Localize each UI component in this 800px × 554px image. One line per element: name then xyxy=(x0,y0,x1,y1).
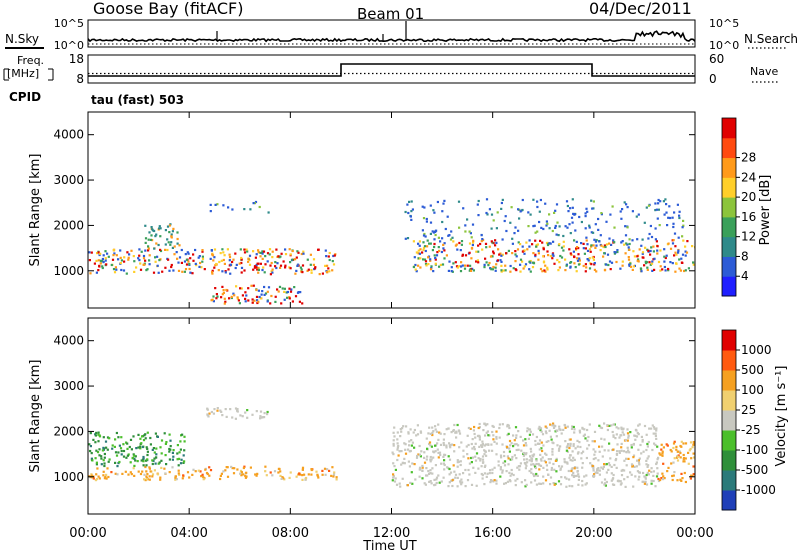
velocity-panel: 1000 2000 3000 4000 Slant Range [km] xyxy=(28,317,696,515)
noise-left-tick-high: 10^5 xyxy=(54,17,84,30)
nave-tick-high: 60 xyxy=(709,52,724,66)
colorbar-tick-label: -500 xyxy=(741,463,768,477)
frequency-panel: Freq. [MHz] 18 8 60 0 Nave CPID tau (fas… xyxy=(3,52,780,107)
beam-title: Beam 01 xyxy=(357,5,424,23)
power-y-axis-label: Slant Range [km] xyxy=(28,154,43,267)
colorbar-swatch xyxy=(722,118,736,139)
nave-tick-low: 0 xyxy=(709,72,717,86)
freq-label-line2: [MHz] xyxy=(7,67,39,80)
colorbar-swatch xyxy=(722,410,736,431)
colorbar-tick-label: 8 xyxy=(741,249,749,263)
velocity-colorbar-label: Velocity [m s⁻¹] xyxy=(774,366,789,467)
time-tick-label: 04:00 xyxy=(170,526,207,541)
time-tick-label: 12:00 xyxy=(373,526,410,541)
colorbar-tick-label: 1000 xyxy=(741,343,772,357)
power-echo-data xyxy=(88,198,695,305)
freq-tick-low: 8 xyxy=(76,72,84,86)
colorbar-swatch xyxy=(722,450,736,471)
colorbar-tick-label: 25 xyxy=(741,403,756,417)
colorbar-swatch xyxy=(722,236,736,257)
colorbar-tick-label: 12 xyxy=(741,230,756,244)
colorbar-swatch xyxy=(722,216,736,238)
time-tick-label: 20:00 xyxy=(575,526,612,541)
cpid-label: CPID xyxy=(9,90,41,104)
noise-right-tick-low: 10^0 xyxy=(709,39,739,52)
nave-trace xyxy=(88,63,695,77)
time-tick-label: 00:00 xyxy=(69,526,106,541)
velocity-colorbar: 1000 500 100 25 -25 -100 -500 -1000 xyxy=(721,329,776,511)
colorbar-swatch xyxy=(722,350,736,371)
time-axis: 00:00 04:00 08:00 12:00 16:00 20:00 00:00 xyxy=(69,112,714,541)
colorbar-tick-label: 24 xyxy=(741,170,756,184)
colorbar-tick-label: -1000 xyxy=(741,483,776,497)
colorbar-tick-label: 4 xyxy=(741,269,749,283)
time-tick-label: 16:00 xyxy=(474,526,511,541)
noise-left-tick-low: 10^0 xyxy=(54,39,84,52)
station-title: Goose Bay (fitACF) xyxy=(93,0,243,18)
time-axis-label: Time UT xyxy=(362,539,416,554)
colorbar-tick-label: 28 xyxy=(741,151,756,165)
range-tick-label: 2000 xyxy=(53,424,84,438)
colorbar-swatch xyxy=(722,157,736,178)
colorbar-tick-label: 100 xyxy=(741,383,764,397)
freq-tick-high: 18 xyxy=(69,52,84,66)
colorbar-swatch xyxy=(722,370,736,391)
velocity-echo-data xyxy=(88,407,695,488)
noise-right-tick-high: 10^5 xyxy=(709,17,739,30)
colorbar-tick-label: 500 xyxy=(741,363,764,377)
freq-label-line1: Freq. xyxy=(17,54,44,67)
range-tick-label: 4000 xyxy=(53,334,84,348)
power-panel: 1000 2000 3000 4000 Slant Range [km] xyxy=(28,111,696,309)
colorbar-tick-label: -25 xyxy=(741,423,761,437)
colorbar-swatch xyxy=(722,390,736,411)
range-tick-label: 3000 xyxy=(53,173,84,187)
range-tick-label: 3000 xyxy=(53,379,84,393)
colorbar-tick-label: -100 xyxy=(741,443,768,457)
colorbar-swatch xyxy=(722,137,736,159)
power-colorbar-label: Power [dB] xyxy=(758,175,773,246)
range-tick-label: 2000 xyxy=(53,218,84,232)
range-tick-label: 1000 xyxy=(53,264,84,278)
colorbar-swatch xyxy=(722,177,736,198)
colorbar-swatch xyxy=(722,490,736,511)
power-y-axis: 1000 2000 3000 4000 xyxy=(53,128,695,278)
range-tick-label: 4000 xyxy=(53,128,84,142)
noise-search-label: N.Search xyxy=(744,32,798,46)
range-tick-label: 1000 xyxy=(53,470,84,484)
colorbar-swatch xyxy=(722,470,736,491)
colorbar-swatch xyxy=(722,197,736,218)
nave-label: Nave xyxy=(750,65,778,78)
colorbar-swatch xyxy=(722,430,736,451)
velocity-y-axis: 1000 2000 3000 4000 xyxy=(53,334,695,484)
noise-sky-label: N.Sky xyxy=(5,32,39,46)
velocity-y-axis-label: Slant Range [km] xyxy=(28,360,43,473)
noise-panel: N.Sky N.Search 10^5 10^0 10^5 10^0 xyxy=(5,17,798,52)
time-tick-label: 08:00 xyxy=(272,526,309,541)
cpid-value: tau (fast) 503 xyxy=(91,93,184,107)
time-tick-label: 00:00 xyxy=(676,526,713,541)
colorbar-tick-label: 20 xyxy=(741,190,756,204)
date-title: 04/Dec/2011 xyxy=(589,0,692,18)
colorbar-swatch xyxy=(722,276,736,297)
noise-sky-trace xyxy=(87,21,696,43)
colorbar-swatch xyxy=(722,256,736,277)
power-colorbar: 4 8 12 16 20 24 28 xyxy=(721,117,756,297)
colorbar-tick-label: 16 xyxy=(741,210,756,224)
colorbar-swatch xyxy=(722,330,736,351)
